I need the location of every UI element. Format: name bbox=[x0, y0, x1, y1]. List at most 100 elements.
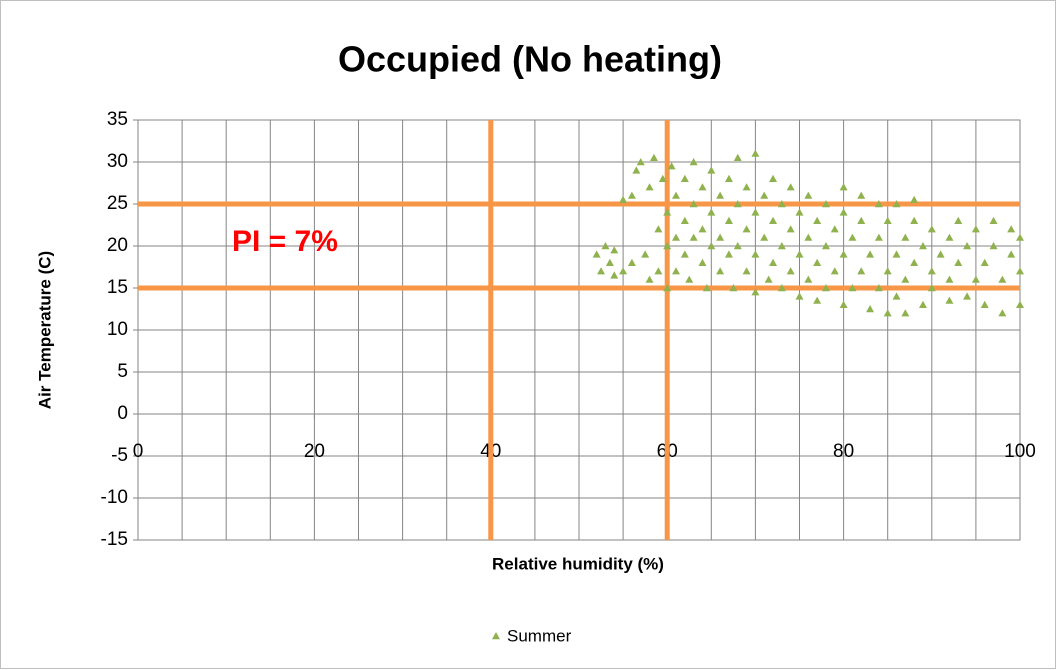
point bbox=[910, 216, 919, 224]
point bbox=[830, 267, 839, 275]
point bbox=[954, 258, 963, 266]
point bbox=[892, 200, 901, 208]
point bbox=[901, 233, 910, 241]
point bbox=[672, 233, 681, 241]
point bbox=[751, 250, 760, 258]
point bbox=[645, 275, 654, 283]
point bbox=[1016, 233, 1024, 241]
point bbox=[918, 242, 927, 250]
point bbox=[689, 200, 698, 208]
y-tick-label: -10 bbox=[101, 487, 128, 508]
point bbox=[883, 309, 892, 317]
point bbox=[707, 208, 716, 216]
point bbox=[1016, 267, 1024, 275]
point bbox=[786, 267, 795, 275]
point bbox=[821, 200, 830, 208]
point bbox=[1016, 300, 1024, 308]
point bbox=[883, 267, 892, 275]
point bbox=[804, 191, 813, 199]
point bbox=[830, 225, 839, 233]
point bbox=[980, 300, 989, 308]
point bbox=[597, 267, 606, 275]
y-tick-label: 20 bbox=[107, 235, 128, 256]
point bbox=[1007, 250, 1016, 258]
point bbox=[866, 305, 875, 313]
point bbox=[751, 149, 760, 157]
point bbox=[901, 309, 910, 317]
point bbox=[945, 233, 954, 241]
point bbox=[918, 300, 927, 308]
point bbox=[724, 174, 733, 182]
point bbox=[689, 158, 698, 166]
y-tick-label: -15 bbox=[101, 529, 128, 550]
point bbox=[641, 250, 650, 258]
point bbox=[672, 267, 681, 275]
point bbox=[813, 296, 822, 304]
point bbox=[724, 250, 733, 258]
point bbox=[857, 191, 866, 199]
point bbox=[795, 208, 804, 216]
point bbox=[839, 250, 848, 258]
point bbox=[989, 216, 998, 224]
point bbox=[627, 191, 636, 199]
point bbox=[619, 195, 628, 203]
point bbox=[751, 288, 760, 296]
chart-title: Occupied (No heating) bbox=[338, 39, 722, 80]
y-tick-label: 35 bbox=[107, 109, 128, 130]
y-tick-label: -5 bbox=[111, 445, 128, 466]
point bbox=[777, 284, 786, 292]
point bbox=[716, 233, 725, 241]
point bbox=[883, 216, 892, 224]
point bbox=[680, 250, 689, 258]
point bbox=[663, 242, 672, 250]
point bbox=[892, 250, 901, 258]
point bbox=[610, 246, 619, 254]
point bbox=[945, 296, 954, 304]
point bbox=[769, 216, 778, 224]
point bbox=[610, 271, 619, 279]
point bbox=[777, 242, 786, 250]
legend-marker bbox=[492, 632, 500, 640]
point bbox=[857, 267, 866, 275]
point bbox=[680, 216, 689, 224]
point bbox=[963, 242, 972, 250]
x-tick-label: 20 bbox=[304, 441, 325, 462]
point bbox=[645, 183, 654, 191]
point bbox=[672, 191, 681, 199]
point bbox=[998, 309, 1007, 317]
point bbox=[724, 216, 733, 224]
point bbox=[601, 242, 610, 250]
point bbox=[663, 284, 672, 292]
y-axis-label: Air Temperature (C) bbox=[35, 251, 54, 409]
point bbox=[698, 183, 707, 191]
point bbox=[649, 153, 658, 161]
point bbox=[764, 275, 773, 283]
point bbox=[742, 183, 751, 191]
point bbox=[685, 275, 694, 283]
point bbox=[658, 174, 667, 182]
point bbox=[592, 250, 601, 258]
point bbox=[777, 200, 786, 208]
point bbox=[742, 225, 751, 233]
point bbox=[786, 225, 795, 233]
x-tick-label: 0 bbox=[133, 441, 144, 462]
y-tick-label: 25 bbox=[107, 193, 128, 214]
point bbox=[848, 284, 857, 292]
point bbox=[751, 208, 760, 216]
point bbox=[654, 225, 663, 233]
point bbox=[742, 267, 751, 275]
point bbox=[804, 233, 813, 241]
point bbox=[636, 158, 645, 166]
point bbox=[733, 200, 742, 208]
point bbox=[804, 275, 813, 283]
point bbox=[733, 153, 742, 161]
x-tick-label: 80 bbox=[833, 441, 854, 462]
point bbox=[769, 258, 778, 266]
y-tick-label: 15 bbox=[107, 277, 128, 298]
point bbox=[866, 250, 875, 258]
point bbox=[839, 183, 848, 191]
point bbox=[689, 233, 698, 241]
point bbox=[795, 292, 804, 300]
